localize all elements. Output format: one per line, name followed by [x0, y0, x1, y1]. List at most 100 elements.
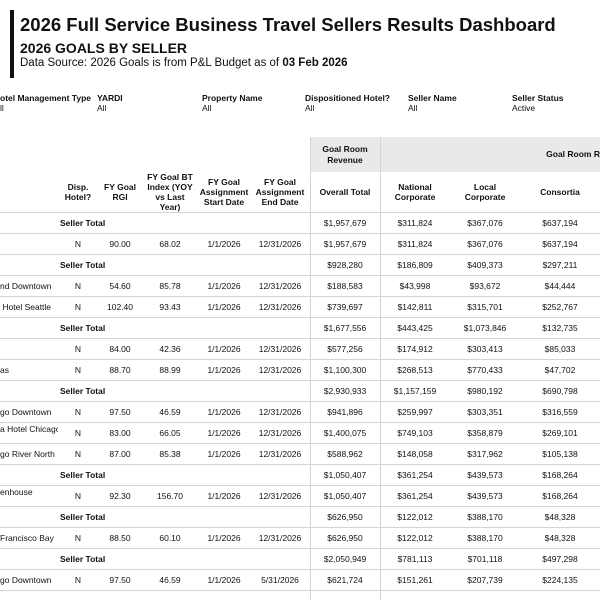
cell: $303,351 [467, 406, 503, 417]
cell: $409,373 [467, 259, 503, 270]
cell: 97.50 [109, 406, 131, 417]
filter-value[interactable]: ll [0, 103, 4, 113]
row-border [0, 401, 600, 402]
column-header: FY Goal Assignment End Date [255, 176, 305, 208]
cell: $1,100,300 [323, 364, 367, 375]
cell: 1/1/2026 [207, 427, 241, 438]
cell: 1/1/2026 [207, 574, 241, 585]
cell: $47,702 [544, 364, 576, 375]
cell: 46.59 [159, 406, 181, 417]
group-header: Goal Room Revenue [310, 137, 380, 172]
cell: $1,050,407 [323, 490, 367, 501]
cell: $252,767 [542, 301, 578, 312]
seller-total-label: Seller Total [60, 217, 106, 228]
column-header: Local Corporate [464, 181, 506, 202]
property-name: Hotel Seattle [0, 301, 52, 312]
cell: 68.02 [159, 238, 181, 249]
col-border [380, 137, 381, 600]
cell: $621,724 [327, 574, 363, 585]
row-border [0, 590, 600, 591]
cell: 156.70 [157, 490, 183, 501]
cell: $361,254 [397, 469, 433, 480]
filter-label: otel Management Type [0, 93, 91, 103]
cell: 88.70 [109, 364, 131, 375]
cell: 97.50 [109, 574, 131, 585]
cell: N [74, 343, 82, 354]
column-header: Overall Total [319, 186, 371, 197]
seller-total-label: Seller Total [60, 385, 106, 396]
cell: 54.60 [109, 280, 131, 291]
cell: $701,118 [467, 553, 503, 564]
filter-value[interactable]: All [202, 103, 212, 113]
cell: $1,050,407 [323, 469, 367, 480]
cell: $315,701 [467, 301, 503, 312]
cell: $142,811 [397, 301, 433, 312]
cell: $577,256 [327, 343, 363, 354]
property-name: Francisco Bay [0, 532, 54, 543]
cell: 87.00 [109, 448, 131, 459]
cell: $316,559 [542, 406, 578, 417]
accent-bar [10, 10, 14, 78]
cell: $188,583 [327, 280, 363, 291]
cell: 12/31/2026 [258, 364, 302, 375]
cell: $48,328 [544, 532, 576, 543]
cell: $439,573 [467, 490, 503, 501]
cell: 84.00 [109, 343, 131, 354]
cell: 46.59 [159, 574, 181, 585]
cell: $361,254 [397, 490, 433, 501]
cell: $132,735 [542, 322, 578, 333]
cell: 66.05 [159, 427, 181, 438]
filter-value[interactable]: All [97, 103, 107, 113]
cell: $311,824 [397, 217, 433, 228]
filter-value[interactable]: All [408, 103, 418, 113]
filter-value[interactable]: Active [512, 103, 536, 113]
row-border [0, 254, 600, 255]
cell: $93,672 [469, 280, 501, 291]
cell: $941,896 [327, 406, 363, 417]
cell: 12/31/2026 [258, 343, 302, 354]
cell: $168,264 [542, 490, 578, 501]
cell: $388,170 [467, 532, 503, 543]
row-border [0, 527, 600, 528]
cell: $1,400,075 [323, 427, 367, 438]
cell: $637,194 [542, 238, 578, 249]
cell: $2,930,933 [323, 385, 367, 396]
cell: $1,073,846 [463, 322, 507, 333]
row-border [0, 506, 600, 507]
cell: N [74, 448, 82, 459]
cell: $497,298 [542, 553, 578, 564]
source-date: 03 Feb 2026 [282, 57, 348, 69]
cell: 12/31/2026 [258, 448, 302, 459]
cell: 88.99 [159, 364, 181, 375]
cell: $268,513 [397, 364, 433, 375]
filter-value[interactable]: All [305, 103, 315, 113]
cell: N [74, 364, 82, 375]
row-border [0, 233, 600, 234]
cell: $388,170 [467, 511, 503, 522]
cell: 12/31/2026 [258, 490, 302, 501]
cell: $443,425 [397, 322, 433, 333]
filter-label: Seller Name [408, 93, 457, 103]
cell: 85.38 [159, 448, 181, 459]
cell: $317,962 [467, 448, 503, 459]
property-name: go Downtown [0, 574, 52, 585]
cell: 83.00 [109, 427, 131, 438]
cell: 12/31/2026 [258, 427, 302, 438]
cell: N [74, 238, 82, 249]
cell: $358,879 [467, 427, 503, 438]
col-border [310, 137, 311, 600]
cell: $44,444 [544, 280, 576, 291]
cell: 85.78 [159, 280, 181, 291]
column-header: National Corporate [394, 181, 436, 202]
cell: 12/31/2026 [258, 280, 302, 291]
cell: $207,739 [467, 574, 503, 585]
row-border [0, 317, 600, 318]
row-border [0, 338, 600, 339]
cell: N [74, 406, 82, 417]
property-name: a Hotel Chicago [0, 424, 58, 434]
row-border [0, 464, 600, 465]
row-border [0, 569, 600, 570]
filter-label: Seller Status [512, 93, 564, 103]
cell: 92.30 [109, 490, 131, 501]
row-border [0, 359, 600, 360]
